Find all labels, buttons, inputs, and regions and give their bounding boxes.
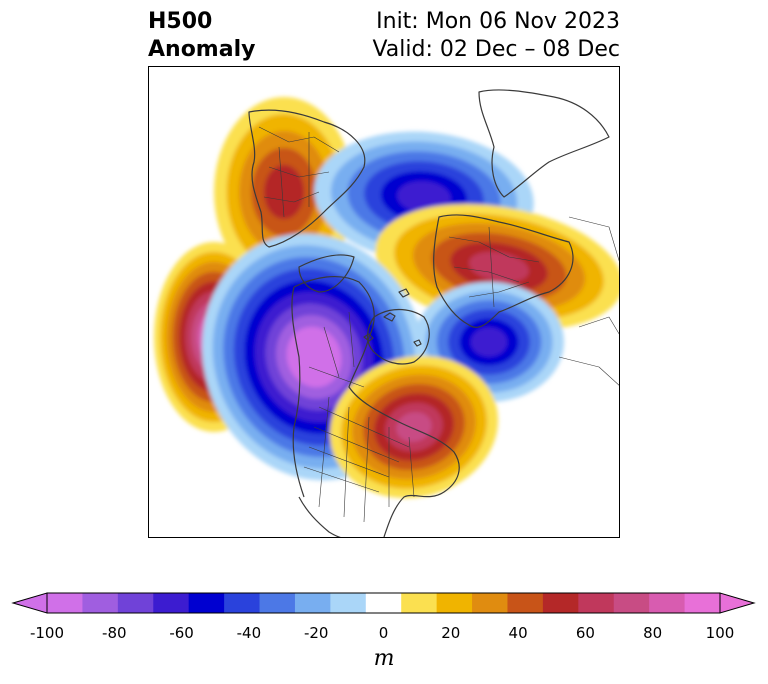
colorbar-tick-label: -20 [303,624,329,642]
map-canvas [154,89,619,537]
init-date: Init: Mon 06 Nov 2023 [376,9,620,34]
colorbar-tick-label: -60 [169,624,194,642]
colorbar-graphic [11,592,756,614]
colorbar-segment [578,593,615,613]
anomaly-contour-band [469,251,529,283]
canada-borders [308,311,365,388]
us-state-borders [303,396,415,523]
colorbar-segment [542,593,579,613]
alaska-coastline [298,254,355,293]
greenland-coastline [367,308,430,365]
colorbar-segment [401,593,438,613]
title-field: Anomaly [148,37,256,62]
northern-africa-borders [558,216,619,386]
colorbar-segment [330,593,367,613]
colorbar-tick-label: 60 [575,624,595,642]
colorbar-segment [649,593,686,613]
colorbar-segment [259,593,296,613]
colorbar-tick-label: -100 [29,624,65,642]
colorbar-segment [294,593,331,613]
title-variable: H500 [148,9,213,34]
colorbar-segments [47,593,721,613]
colorbar-segment [224,593,261,613]
anomaly-contour-band [264,164,304,220]
colorbar-outline [46,592,721,614]
anomaly-contour-band [397,181,451,213]
north-america-coastline [291,276,460,537]
ridge-anomaly [329,355,499,499]
colorbar-segment [47,593,83,613]
asia-interior-borders [258,126,340,218]
colorbar-segment [153,593,190,613]
anomaly-map [148,66,620,538]
colorbar-tick-label: 80 [643,624,663,642]
asia-coastline [248,109,366,248]
anomaly-contour-band [396,412,432,442]
colorbar-segment [436,593,473,613]
colorbar-segment [684,593,721,613]
colorbar-tick-label: -80 [102,624,127,642]
colorbar-unit-label: m [373,646,395,671]
map-title: H500 Anomaly [148,8,255,64]
arctic-islands [363,288,422,347]
anomaly-contour-band [470,327,508,357]
coastlines [248,89,619,537]
colorbar-segment [472,593,508,613]
central-america-coastline [298,496,341,537]
colorbar-segment [82,593,119,613]
map-dates: Init: Mon 06 Nov 2023 Valid: 02 Dec – 08… [372,8,620,64]
colorbar-tick-label: -40 [236,624,262,642]
colorbar-segment [188,593,225,613]
europe-borders [448,226,540,308]
colorbar-segment [613,593,650,613]
colorbar-segment [365,593,402,613]
scandinavia-coastline [478,89,610,198]
colorbar-segment [117,593,154,613]
europe-coastline [433,214,574,328]
colorbar-tick-label: 20 [441,624,461,642]
colorbar-extend-high [719,592,756,614]
colorbar-tick-label: 0 [378,624,389,642]
anomaly-contour-band [297,338,331,376]
colorbar-tick-label: 100 [705,624,735,642]
colorbar-segment [507,593,544,613]
valid-range: Valid: 02 Dec – 08 Dec [372,37,620,62]
colorbar: -100 -80 -60 -40 -20 0 20 40 60 80 100 m [0,590,768,684]
anomaly-shading [154,97,619,499]
colorbar-extend-low [11,592,48,614]
colorbar-tick-label: 40 [508,624,528,642]
